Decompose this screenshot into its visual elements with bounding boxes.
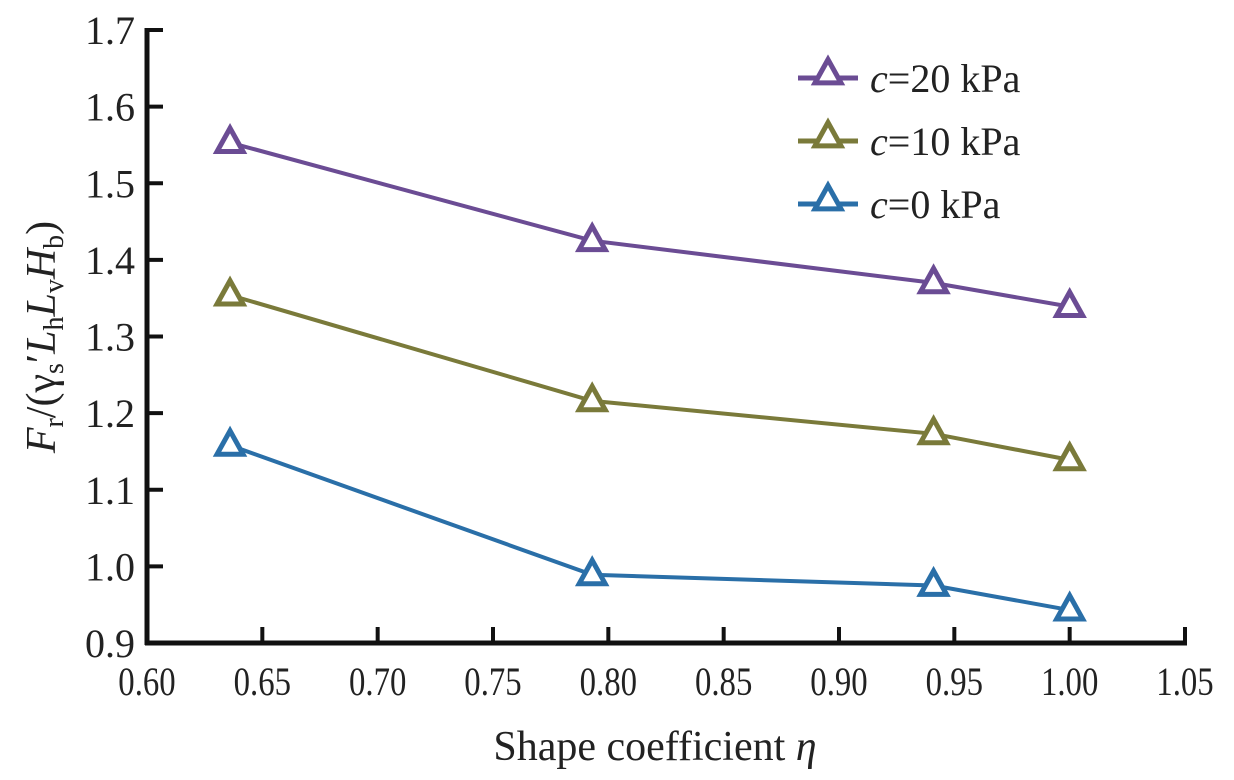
legend-label-value: =20 kPa bbox=[888, 56, 1021, 101]
series-c-20-kpa bbox=[212, 122, 1087, 319]
y-title-L1: L bbox=[19, 331, 65, 355]
y-axis-title: Fr/(γs′LhLvHb) bbox=[19, 221, 70, 454]
x-axis-title-text: Shape coefficient bbox=[493, 724, 785, 770]
y-title-mid: /(γ bbox=[19, 374, 65, 418]
y-title-F: F bbox=[19, 427, 65, 454]
y-tick-label: 1.6 bbox=[85, 85, 135, 130]
y-title-sub-s: s bbox=[39, 363, 70, 374]
data-point-marker bbox=[212, 122, 248, 155]
series-c-10-kpa bbox=[212, 275, 1087, 472]
data-point-marker bbox=[212, 275, 248, 307]
legend-marker bbox=[810, 54, 846, 86]
series-line bbox=[229, 140, 1071, 309]
x-tick-label: 0.65 bbox=[234, 659, 291, 704]
legend-label: c=10 kPa bbox=[870, 119, 1021, 164]
data-point-marker bbox=[574, 555, 610, 587]
y-tick-label: 1.4 bbox=[85, 238, 135, 283]
y-title-L2: L bbox=[19, 293, 65, 317]
y-tick-label: 1.2 bbox=[85, 391, 135, 436]
series-line bbox=[229, 293, 1071, 462]
legend-item: c=20 kPa bbox=[798, 54, 1021, 101]
y-title-H: H bbox=[19, 246, 65, 280]
x-tick-label: 0.75 bbox=[464, 659, 521, 704]
legend-label-value: =10 kPa bbox=[888, 119, 1021, 164]
data-point-marker bbox=[574, 381, 610, 413]
y-title-sub-v: v bbox=[39, 279, 70, 293]
data-point-marker bbox=[212, 425, 248, 457]
legend-marker bbox=[810, 180, 846, 212]
legend-item: c=0 kPa bbox=[798, 180, 1001, 227]
data-point-marker bbox=[916, 565, 951, 597]
legend-item: c=10 kPa bbox=[798, 117, 1021, 164]
y-tick-label: 1.7 bbox=[85, 8, 135, 53]
y-title-close: ) bbox=[19, 221, 65, 235]
data-point-marker bbox=[574, 221, 610, 253]
y-tick-label: 1.1 bbox=[85, 468, 135, 513]
x-axis-title: Shape coefficient η bbox=[493, 724, 816, 770]
x-ticks: 0.60 0.65 0.70 0.75 0.80 0.85 0.90 0.95 1.00 1.05 bbox=[118, 627, 1214, 704]
series-c-0-kpa bbox=[212, 425, 1087, 622]
data-point-marker bbox=[1052, 590, 1087, 622]
x-tick-label: 0.80 bbox=[580, 659, 637, 704]
legend-label-variable: c bbox=[870, 182, 888, 227]
data-point-marker bbox=[916, 414, 951, 446]
legend-label-variable: c bbox=[870, 119, 888, 164]
x-tick-label: 0.60 bbox=[118, 659, 175, 704]
axes bbox=[144, 28, 1187, 646]
y-title-sub-h: h bbox=[39, 317, 70, 331]
legend-label: c=0 kPa bbox=[870, 182, 1001, 227]
data-point-marker bbox=[916, 263, 951, 295]
x-tick-label: 1.05 bbox=[1156, 659, 1213, 704]
y-ticks: 0.9 1.0 1.1 1.2 1.3 1.4 1.5 1.6 1.7 bbox=[85, 8, 163, 666]
x-tick-label: 0.90 bbox=[810, 659, 867, 704]
x-tick-label: 0.70 bbox=[349, 659, 406, 704]
data-point-marker bbox=[1052, 440, 1087, 472]
data-point-marker bbox=[1052, 286, 1087, 319]
x-tick-label: 0.95 bbox=[926, 659, 983, 704]
legend-label: c=20 kPa bbox=[870, 56, 1021, 101]
x-axis-symbol: η bbox=[796, 724, 817, 770]
y-tick-label: 1.5 bbox=[85, 161, 135, 206]
x-tick-label: 1.00 bbox=[1041, 659, 1098, 704]
y-tick-label: 1.0 bbox=[85, 544, 135, 589]
legend-label-value: =0 kPa bbox=[888, 182, 1001, 227]
y-title-sub-b: b bbox=[39, 235, 70, 249]
series-group bbox=[212, 122, 1087, 622]
legend-label-variable: c bbox=[870, 56, 888, 101]
y-title-prime: ′ bbox=[19, 354, 65, 363]
y-title-sub-r: r bbox=[39, 418, 70, 428]
y-tick-label: 0.9 bbox=[85, 621, 135, 666]
series-line bbox=[229, 443, 1071, 613]
x-tick-label: 0.85 bbox=[695, 659, 752, 704]
legend-marker bbox=[810, 117, 846, 149]
y-tick-label: 1.3 bbox=[85, 315, 135, 360]
